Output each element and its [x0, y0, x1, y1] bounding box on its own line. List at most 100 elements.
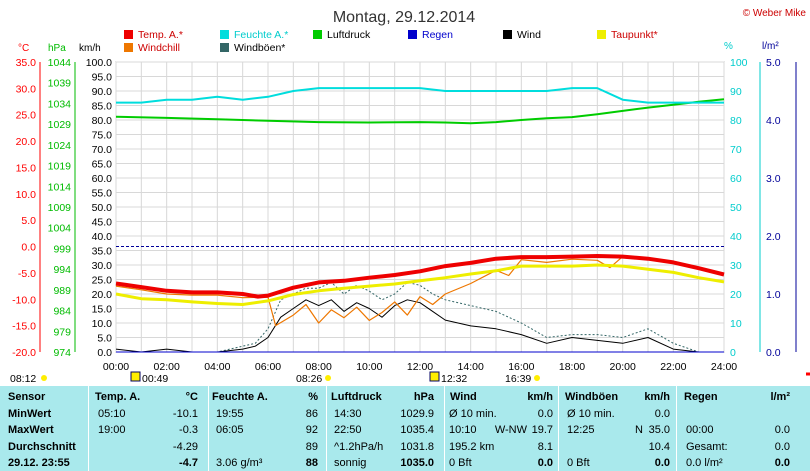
- copyright-label: © Weber Mike: [743, 8, 807, 19]
- unit-rain: l/m²: [762, 41, 779, 52]
- tick-hpa: 989: [53, 285, 71, 297]
- series-windben: [116, 281, 724, 353]
- tick-temp: 0.0: [21, 242, 36, 254]
- tick-temp: 20.0: [16, 136, 37, 148]
- row-press-value: 1035.0: [400, 457, 434, 469]
- summary-table: Sensor Temp. A. °C Feuchte A.% Luftdruck hPa W…: [0, 386, 810, 471]
- legend-swatch: [124, 30, 133, 39]
- tick-time: 24:00: [711, 361, 737, 373]
- tick-hpa: 1024: [48, 140, 72, 152]
- row-rain-time: 00:00: [686, 424, 714, 436]
- row-wind-dir: W-NW: [494, 424, 527, 436]
- sun-icon: [41, 375, 47, 381]
- column-divider: [676, 386, 677, 471]
- tick-time: 20:00: [610, 361, 636, 373]
- unit-pct: %: [724, 41, 733, 52]
- column-divider: [88, 386, 89, 471]
- tick-time: 18:00: [559, 361, 585, 373]
- tick-time: 04:00: [204, 361, 230, 373]
- series-taupunkt: [115, 263, 725, 306]
- tick-hpa: 984: [53, 306, 71, 318]
- row-hum-value: 89: [305, 441, 318, 453]
- header-hum: Feuchte A.: [212, 391, 268, 403]
- row-temp-value: -10.1: [172, 408, 198, 420]
- row-press-value: 1029.9: [400, 408, 434, 420]
- row-wind-value: 0.0: [537, 457, 553, 469]
- axes: 35.0 30.0 25.0 20.0 15.0 10.0 5.0 0.0 -5.0 -10.0 -…: [12, 57, 797, 373]
- row-hum-value: 88: [305, 457, 318, 469]
- other-time-label: 08:26: [296, 373, 322, 385]
- series-layer: [115, 87, 725, 353]
- row-temp-value: -0.3: [179, 424, 198, 436]
- tick-hpa: 1009: [48, 202, 72, 214]
- tick-temp: 10.0: [16, 189, 37, 201]
- tick-time: 22:00: [660, 361, 686, 373]
- header-press-unit: hPa: [413, 391, 434, 403]
- series-feuchtea: [116, 87, 724, 104]
- tick-time: 06:00: [255, 361, 281, 373]
- tick-pct: 90: [730, 86, 742, 98]
- tick-rain: 2.0: [766, 231, 781, 243]
- sunset-time-label: 16:39: [505, 373, 531, 385]
- moon-icon: [130, 371, 141, 382]
- header-wind: Wind: [450, 391, 477, 403]
- tick-hpa: 1044: [48, 57, 72, 69]
- grid: [115, 61, 725, 353]
- tick-pct: 40: [730, 231, 742, 243]
- row-temp-value: -4.29: [172, 441, 198, 453]
- tick-kmh: 15.0: [92, 304, 113, 316]
- tick-hpa: 979: [53, 326, 71, 338]
- tick-hpa: 994: [53, 264, 71, 276]
- row-label: MaxWert: [8, 424, 54, 436]
- row-wind-time: 195.2 km: [449, 441, 495, 453]
- row-hum-time: 19:55: [216, 408, 244, 420]
- tick-pct: 60: [730, 173, 742, 185]
- tick-temp: -20.0: [12, 347, 36, 359]
- tick-kmh: 5.0: [97, 333, 112, 345]
- legend-label: Temp. A.*: [138, 29, 183, 41]
- tick-kmh: 80.0: [92, 115, 113, 127]
- tick-hpa: 1039: [48, 78, 72, 90]
- tick-kmh: 60.0: [92, 173, 113, 185]
- chart-title: Montag, 29.12.2014: [333, 9, 475, 26]
- tick-kmh: 35.0: [92, 246, 113, 258]
- tick-rain: 5.0: [766, 57, 781, 69]
- row-hum-time: 06:05: [216, 424, 244, 436]
- tick-temp: 5.0: [21, 215, 36, 227]
- sunrise-time-label: 08:12: [10, 373, 36, 385]
- tick-pct: 100: [730, 57, 748, 69]
- legend-swatch: [220, 30, 229, 39]
- legend-label: Luftdruck: [327, 29, 371, 41]
- row-wind-time: 10:10: [449, 424, 477, 436]
- unit-kmh: km/h: [79, 43, 101, 54]
- event-markers: 08:12 00:49 08:26 12:32 16:39: [10, 371, 810, 385]
- row-hum-value: 92: [305, 424, 318, 436]
- tick-time: 14:00: [458, 361, 484, 373]
- tick-temp: -10.0: [12, 294, 36, 306]
- tick-kmh: 20.0: [92, 289, 113, 301]
- moonrise-time-label: 12:32: [441, 373, 467, 385]
- legend-label: Taupunkt*: [611, 29, 658, 41]
- tick-kmh: 55.0: [92, 188, 113, 200]
- tick-kmh: 75.0: [92, 130, 113, 142]
- row-hum-value: 86: [305, 408, 318, 420]
- tick-temp: 35.0: [16, 57, 37, 69]
- row-wind-time: 0 Bft: [449, 457, 472, 469]
- row-gust-value: 35.0: [648, 424, 670, 436]
- series-tempa: [115, 254, 725, 299]
- legend-swatch: [408, 30, 417, 39]
- tick-time: 08:00: [306, 361, 332, 373]
- tick-hpa: 1029: [48, 119, 72, 131]
- column-divider: [558, 386, 559, 471]
- legend: Temp. A.* Feuchte A.* Luftdruck Regen Wind Ta…: [124, 29, 658, 54]
- header-sensor: Sensor: [8, 391, 46, 403]
- column-divider: [208, 386, 209, 471]
- row-press-time: 14:30: [334, 408, 362, 420]
- legend-label: Feuchte A.*: [234, 29, 288, 41]
- header-temp: Temp. A.: [95, 391, 141, 403]
- tick-kmh: 45.0: [92, 217, 113, 229]
- tick-kmh: 100.0: [86, 57, 112, 69]
- tick-time: 12:00: [407, 361, 433, 373]
- tick-pct: 70: [730, 144, 742, 156]
- tick-kmh: 50.0: [92, 202, 113, 214]
